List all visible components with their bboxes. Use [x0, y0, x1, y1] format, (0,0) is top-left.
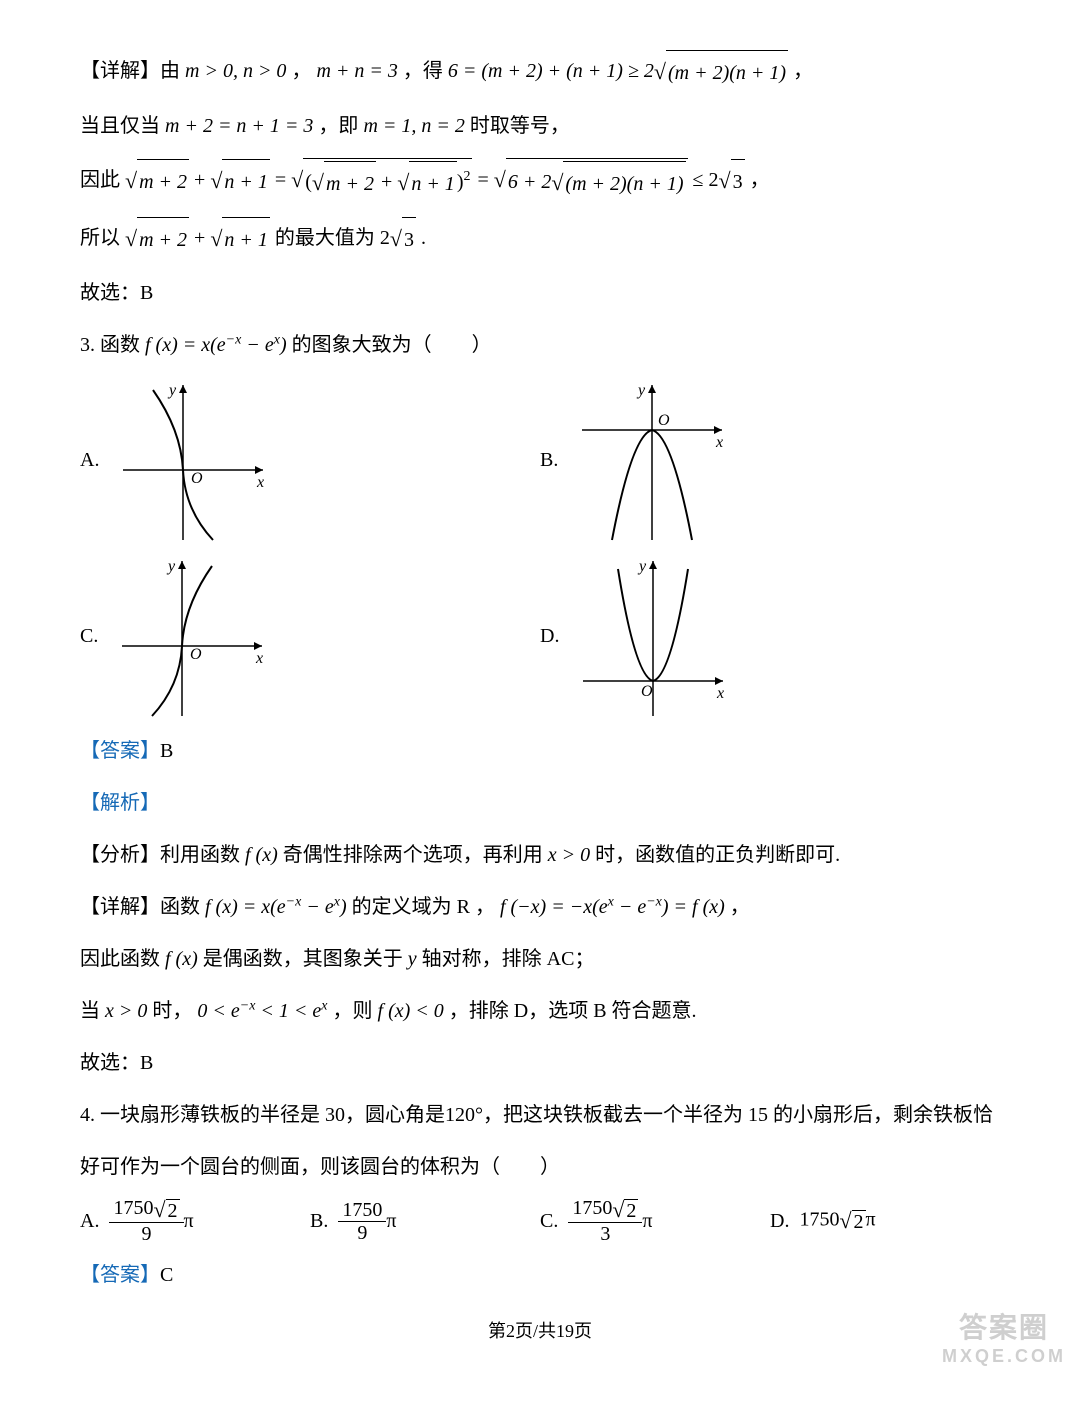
- answer-q4: 【答案】C: [80, 1253, 1000, 1297]
- txt: 当且仅当: [80, 115, 160, 137]
- option-c: C. O x y: [80, 551, 540, 721]
- svg-text:O: O: [191, 470, 203, 487]
- svg-text:O: O: [190, 646, 202, 663]
- eq: =: [477, 169, 493, 191]
- sqrt: √n + 1: [210, 157, 270, 205]
- q4-option-a: A. 1750√29 π: [80, 1197, 310, 1245]
- graph-d-icon: O x y: [573, 551, 733, 721]
- txt: 【详解】由: [80, 60, 180, 82]
- detail-line-1: 【详解】由 m > 0, n > 0 ， m + n = 3 ，得 6 = (m…: [80, 48, 1000, 96]
- q4-stem-line2: 好可作为一个圆台的侧面，则该圆台的体积为（ ）: [80, 1145, 1000, 1189]
- sep: ，: [291, 60, 316, 82]
- analysis-3: 因此函数 f (x) 是偶函数，其图象关于 y 轴对称，排除 AC；: [80, 937, 1000, 981]
- svg-text:x: x: [255, 650, 263, 667]
- sqrt-arg: (m + 2)(n + 1): [666, 50, 788, 95]
- answer-value: C: [160, 1264, 173, 1286]
- comma: ，: [793, 60, 813, 82]
- watermark-bottom: MXQE.COM: [942, 1346, 1066, 1367]
- q4-option-b: B. 17509 π: [310, 1199, 540, 1244]
- suffix: 时取等号，: [470, 115, 570, 137]
- eq-lhs: 6 = (m + 2) + (n + 1) ≥ 2: [448, 60, 654, 82]
- svg-text:y: y: [167, 382, 177, 399]
- comma: ，: [750, 169, 770, 191]
- svg-text:x: x: [716, 685, 724, 702]
- q3-stem: 3. 函数 f (x) = x(e−x − ex) 的图象大致为（ ）: [80, 323, 1000, 367]
- sep: ，即: [318, 115, 358, 137]
- page-footer: 第2页/共19页: [80, 1317, 1000, 1343]
- analysis-label: 【解析】: [80, 781, 1000, 825]
- analysis-4: 当 x > 0 时， 0 < e−x < 1 < ex ，则 f (x) < 0…: [80, 989, 1000, 1033]
- txt: 所以: [80, 227, 120, 249]
- q3-options-row-2: C. O x y D. O x y: [80, 551, 1000, 721]
- q4-option-d: D. 1750√2π: [770, 1208, 1000, 1234]
- q4-option-c: C. 1750√23 π: [540, 1197, 770, 1245]
- therefore-line: 因此 √m + 2 + √n + 1 = √ (√m + 2 + √n + 1)…: [80, 156, 1000, 207]
- txt: 因此: [80, 169, 120, 191]
- option-label-b: B.: [540, 449, 558, 472]
- option-label-a: A.: [80, 449, 99, 472]
- q4-options-row: A. 1750√29 π B. 17509 π C. 1750√23 π D. …: [80, 1197, 1000, 1245]
- svg-text:O: O: [641, 683, 653, 700]
- answer-q3: 【答案】B: [80, 729, 1000, 773]
- answer-label: 【答案】: [80, 740, 160, 762]
- eq: =: [275, 169, 291, 191]
- analysis-2: 【详解】函数 f (x) = x(e−x − ex) 的定义域为 R ， f (…: [80, 885, 1000, 929]
- watermark-top: 答案圈: [942, 1306, 1066, 1346]
- plus: +: [194, 169, 210, 191]
- svg-text:x: x: [256, 474, 264, 491]
- svg-text:y: y: [166, 558, 176, 575]
- svg-text:y: y: [636, 382, 646, 399]
- answer-value: B: [160, 740, 173, 762]
- graph-c-icon: O x y: [112, 551, 272, 721]
- svg-text:O: O: [658, 412, 670, 429]
- q3-options-row-1: A. O x y B. O x y: [80, 375, 1000, 545]
- option-a: A. O x y: [80, 375, 540, 545]
- cond-sum: m + n = 3: [316, 60, 397, 82]
- sqrt: √(m + 2)(n + 1): [654, 48, 788, 96]
- option-b: B. O x y: [540, 375, 1000, 545]
- analysis-1: 【分析】利用函数 f (x) 奇偶性排除两个选项，再利用 x > 0 时，函数值…: [80, 833, 1000, 877]
- sqrt-outer: √ (√m + 2 + √n + 1)2: [291, 156, 472, 207]
- option-label-c: C.: [80, 625, 98, 648]
- q4-stem-line1: 4. 一块扇形薄铁板的半径是 30，圆心角是120°，把这块铁板截去一个半径为 …: [80, 1093, 1000, 1137]
- iff-line: 当且仅当 m + 2 = n + 1 = 3 ，即 m = 1, n = 2 时…: [80, 104, 1000, 148]
- sqrt: √m + 2: [125, 157, 189, 205]
- svg-text:y: y: [637, 558, 647, 575]
- sep: ，得: [403, 60, 443, 82]
- option-d: D. O x y: [540, 551, 1000, 721]
- select-b-2: 故选：B: [80, 1041, 1000, 1085]
- svg-text:x: x: [715, 434, 723, 451]
- select-b: 故选：B: [80, 271, 1000, 315]
- watermark: 答案圈 MXQE.COM: [942, 1306, 1066, 1367]
- option-label-d: D.: [540, 625, 559, 648]
- cond1: m + 2 = n + 1 = 3: [165, 115, 313, 137]
- cond2: m = 1, n = 2: [363, 115, 464, 137]
- answer-label: 【答案】: [80, 1264, 160, 1286]
- sqrt-outer2: √ 6 + 2√(m + 2)(n + 1): [494, 156, 688, 207]
- leq: ≤ 2: [693, 169, 719, 191]
- cond-m-n-pos: m > 0, n > 0: [185, 60, 286, 82]
- graph-b-icon: O x y: [572, 375, 732, 545]
- conclusion-line: 所以 √m + 2 + √n + 1 的最大值为 2√3 .: [80, 215, 1000, 263]
- graph-a-icon: O x y: [113, 375, 273, 545]
